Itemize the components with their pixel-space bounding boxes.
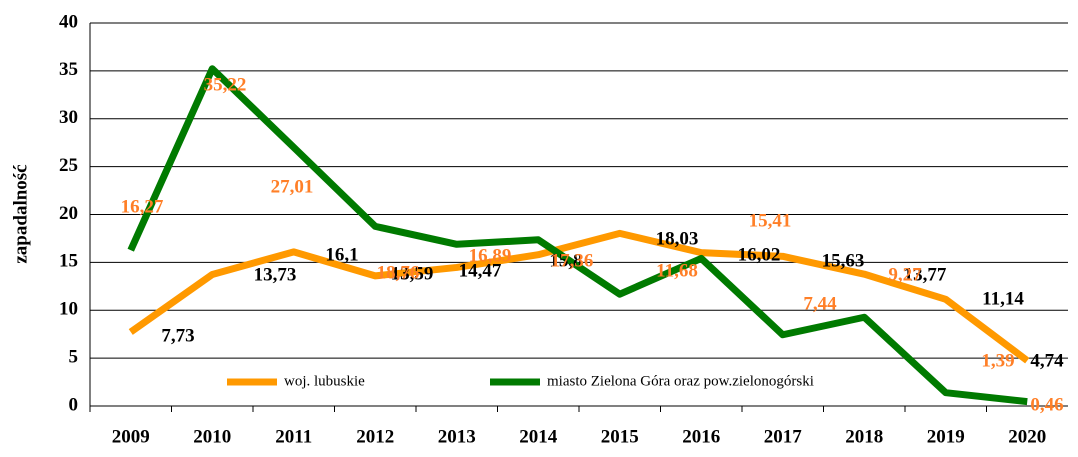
value-label: 15,63 [822, 250, 865, 271]
x-tick-label: 2018 [845, 426, 883, 447]
x-tick-label: 2020 [1008, 426, 1046, 447]
x-tick-label: 2015 [601, 426, 639, 447]
value-label: 18,76 [377, 262, 420, 283]
value-label: 15,8 [549, 250, 582, 271]
value-label: 9,27 [888, 264, 922, 285]
y-tick-label: 0 [69, 394, 79, 415]
value-label: 13,77 [904, 264, 947, 285]
x-tick-label: 2016 [682, 426, 720, 447]
value-label: 4,74 [1030, 350, 1064, 371]
value-label: 13,73 [254, 264, 297, 285]
y-tick-label: 20 [59, 203, 78, 224]
value-label: 1,39 [981, 350, 1014, 371]
value-label: 7,44 [803, 293, 837, 314]
legend-label: miasto Zielona Góra oraz pow.zielonogórs… [547, 373, 814, 389]
y-axis-label: zapadalność [10, 164, 31, 263]
value-label: 16,89 [469, 245, 512, 266]
value-label: 11,68 [656, 260, 698, 281]
y-tick-label: 25 [59, 155, 78, 176]
value-label: 35,22 [204, 74, 247, 95]
x-tick-label: 2017 [764, 426, 803, 447]
x-tick-label: 2009 [112, 426, 150, 447]
x-tick-label: 2010 [193, 426, 231, 447]
x-tick-label: 2014 [519, 426, 558, 447]
x-tick-label: 2012 [356, 426, 394, 447]
y-tick-label: 40 [59, 11, 78, 32]
y-tick-label: 30 [59, 107, 78, 128]
y-tick-label: 5 [69, 346, 79, 367]
legend-label: woj. lubuskie [284, 373, 365, 389]
value-label: 15,41 [749, 210, 792, 231]
value-label: 27,01 [271, 176, 314, 197]
x-tick-label: 2011 [275, 426, 312, 447]
x-tick-label: 2019 [927, 426, 965, 447]
value-label: 16,27 [121, 196, 164, 217]
value-label: 17,36 [551, 250, 594, 271]
y-tick-label: 15 [59, 251, 78, 272]
value-label: 16,02 [738, 244, 781, 265]
value-label: 14,47 [459, 260, 502, 281]
value-label: 0,46 [1030, 394, 1063, 415]
y-tick-label: 10 [59, 299, 78, 320]
series-line [128, 229, 1030, 364]
x-tick-label: 2013 [438, 426, 476, 447]
value-label: 18,03 [656, 228, 699, 249]
value-label: 11,14 [982, 288, 1024, 309]
value-label: 13,59 [391, 263, 434, 284]
y-tick-label: 35 [59, 59, 78, 80]
value-label: 7,73 [161, 325, 194, 346]
series-line [127, 65, 1028, 406]
value-label: 16,1 [325, 244, 358, 265]
